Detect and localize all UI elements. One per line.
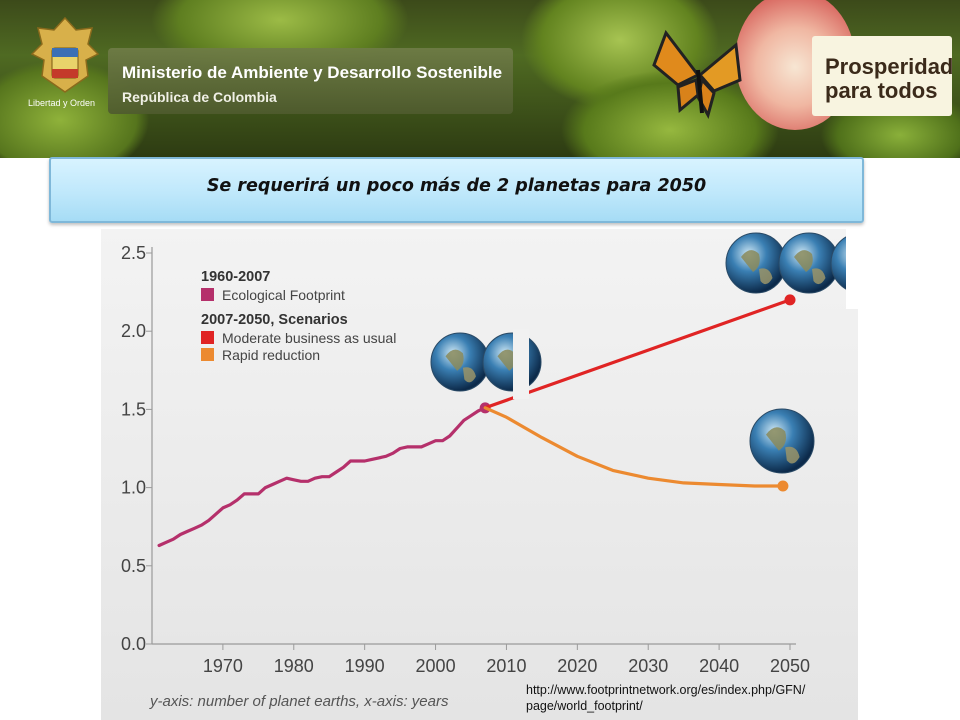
source-url-line2: page/world_footprint/ [526,699,643,713]
x-tick-label: 2030 [628,656,668,676]
series-moderate-business-end-point [784,294,796,306]
slogan-box [812,36,952,116]
chart-background [101,229,858,720]
source-citation: http://www.footprintnetwork.org/es/index… [526,682,866,714]
slide-title: Se requerirá un poco más de 2 planetas p… [206,176,707,196]
y-tick-label: 2.5 [121,243,146,263]
x-tick-label: 2010 [486,656,526,676]
earth-globe-icon [430,332,490,392]
series-rapid-reduction-end-point [777,480,789,492]
coat-of-arms-icon [30,16,100,93]
legend-heading-1: 1960-2007 [201,269,270,285]
series-moderate-business [483,298,792,410]
seal-motto: Libertad y Orden [28,98,96,108]
x-tick-label: 2020 [557,656,597,676]
legend-heading-2: 2007-2050, Scenarios [201,312,348,328]
legend-swatch-moderate [201,331,214,344]
slogan-line1: Prosperidad [825,54,954,79]
x-tick-label: 2050 [770,656,810,676]
y-tick-label: 0.0 [121,634,146,654]
globe-land [497,349,516,371]
globe-land [794,250,813,272]
x-tick-label: 1980 [274,656,314,676]
series-rapid-reduction [483,406,785,488]
globe-clip-mask [513,329,529,399]
x-tick-label: 1970 [203,656,243,676]
y-tick-label: 2.0 [121,321,146,341]
y-tick-label: 0.5 [121,556,146,576]
globe-land [445,349,464,371]
x-tick-label: 2040 [699,656,739,676]
legend-label-rapid: Rapid reduction [222,347,320,363]
globe-land [462,367,476,383]
earth-globe-icon [725,232,787,294]
globe-land [759,268,773,285]
earth-globe-icon [482,332,542,392]
y-tick-label: 1.0 [121,478,146,498]
globe-clip-mask [846,229,858,309]
globe-land [785,446,800,464]
axis-caption: y-axis: number of planet earths, x-axis:… [150,693,449,710]
legend-swatch-footprint [201,288,214,301]
header-banner: Libertad y Orden Ministerio de Ambiente … [0,0,960,158]
legend-label-moderate: Moderate business as usual [222,330,396,346]
x-tick-label: 2000 [416,656,456,676]
legend-swatch-rapid [201,348,214,361]
slide-title-box: Se requerirá un poco más de 2 planetas p… [49,157,864,223]
globe-land [812,268,826,285]
earth-globe-icon [778,232,840,294]
ministry-subtitle: República de Colombia [122,89,277,105]
legend-label-footprint: Ecological Footprint [222,287,345,303]
ministry-title: Ministerio de Ambiente y Desarrollo Sost… [122,63,503,82]
series-ecological-footprint [157,406,487,548]
slogan-line2: para todos [825,78,938,103]
globe-land [766,427,786,451]
butterfly-icon [652,29,742,119]
ministry-name-box [108,48,513,114]
x-tick-label: 1990 [345,656,385,676]
source-url-line1: http://www.footprintnetwork.org/es/index… [526,683,806,697]
y-tick-label: 1.5 [121,399,146,419]
earth-globe-icon [749,408,815,474]
footprint-chart: 0.0 0.5 1.0 1.5 2.0 2.5 1970 1980 1990 2000 2010 20… [121,229,858,676]
globe-land [741,250,760,272]
